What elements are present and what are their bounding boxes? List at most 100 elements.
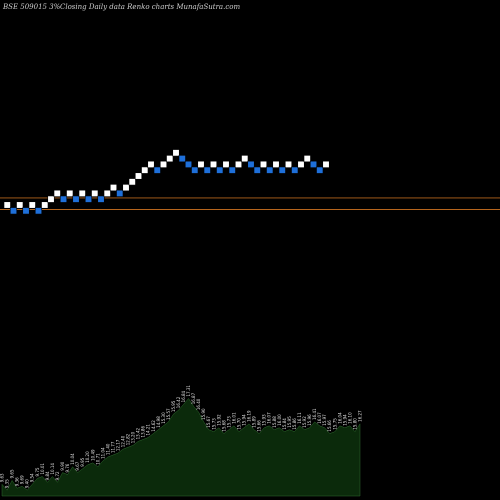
volume-label: 15.73 (211, 418, 216, 430)
volume-label: 9.84 (45, 471, 50, 480)
volume-label: 10.20 (85, 451, 90, 463)
renko-brick-up (172, 149, 180, 157)
volume-label: 15.66 (327, 420, 332, 432)
renko-brick-up (284, 160, 293, 168)
volume-label: 9.76 (65, 463, 70, 472)
renko-brick-up (41, 201, 49, 209)
volume-label: 15.94 (242, 414, 247, 426)
renko-brick-up (209, 160, 218, 168)
renko-brick-up (16, 201, 24, 209)
volume-label: 12.40 (121, 435, 126, 447)
renko-brick-up (222, 160, 230, 168)
volume-label: 16.27 (358, 410, 363, 422)
renko-brick-down (34, 207, 43, 215)
volume-label: 15.70 (236, 418, 241, 430)
volume-label: 15.67 (206, 416, 211, 428)
volume-label: 16.40 (196, 398, 201, 410)
volume-label: 15.80 (352, 418, 357, 430)
renko-brick-up (147, 160, 155, 168)
renko-brick-up (272, 160, 280, 168)
volume-label: 15.30 (161, 412, 166, 424)
volume-label: 15.68 (221, 420, 226, 432)
renko-brick-up (78, 189, 86, 197)
renko-brick-up (259, 160, 268, 168)
renko-brick-down (22, 207, 30, 215)
volume-label: 10.71 (95, 453, 100, 465)
volume-label: 12.17 (115, 439, 120, 451)
renko-brick-up (28, 201, 36, 209)
renko-brick-up (197, 160, 205, 168)
volume-label: 16.19 (247, 410, 252, 422)
renko-brick-down (228, 166, 236, 174)
volume-label: 9.75 (35, 467, 40, 476)
volume-label: 13.20 (131, 431, 136, 443)
renko-brick-down (316, 166, 324, 174)
volume-label: 9.90 (60, 461, 65, 470)
renko-brick-up (3, 201, 11, 209)
volume-label: 14.98 (156, 416, 161, 428)
renko-brick-up (128, 178, 136, 186)
volume-label: 10.14 (50, 463, 55, 475)
volume-label: 16.07 (267, 412, 272, 424)
renko-brick-up (134, 172, 143, 180)
volume-label: 14.62 (151, 420, 156, 432)
volume-label: 15.86 (292, 418, 297, 430)
volume-label: 11.04 (100, 447, 105, 459)
volume-label: 9.67 (75, 461, 80, 470)
volume-label: 10.49 (90, 449, 95, 461)
volume-label: 9.69 (20, 475, 25, 484)
volume-area (1, 398, 361, 497)
volume-label: 15.92 (302, 416, 307, 428)
volume-label: 9.35 (5, 479, 10, 488)
volume-label: 16.11 (297, 412, 302, 424)
renko-brick-up (66, 189, 74, 197)
volume-label: 12.82 (126, 433, 131, 445)
volume-label: 9.63 (0, 473, 5, 482)
volume-label: 15.84 (282, 418, 287, 430)
renko-brick-up (303, 155, 311, 163)
renko-brick-down (266, 166, 274, 174)
volume-label: 15.73 (226, 416, 231, 428)
volume-label: 16.84 (181, 390, 186, 402)
volume-label: 9.40 (25, 479, 30, 488)
volume-label: 16.42 (176, 396, 181, 408)
renko-brick-up (159, 160, 168, 168)
volume-label: 9.72 (55, 471, 60, 480)
renko-brick-down (178, 155, 186, 163)
volume-label: 9.65 (10, 469, 15, 478)
reference-lines (0, 197, 500, 210)
renko-brick-down (153, 166, 161, 174)
volume-label: 16.10 (347, 412, 352, 424)
renko-brick-down (203, 166, 211, 174)
volume-label: 15.96 (307, 414, 312, 426)
volume-label: 14.21 (146, 424, 151, 436)
renko-brick-down (184, 160, 193, 168)
chart-ticker: BSE 509015 3% (2, 3, 61, 11)
renko-brick-down (191, 166, 199, 174)
volume-fill (1, 398, 361, 497)
renko-brick-down (84, 195, 93, 203)
renko-brick-down (247, 160, 255, 168)
volume-label: 15.90 (201, 408, 206, 420)
renko-brick-down (216, 166, 224, 174)
volume-label: 9.95 (80, 457, 85, 466)
renko-brick-down (9, 207, 18, 215)
volume-label: 13.42 (136, 427, 141, 439)
renko-brick-up (47, 195, 55, 203)
renko-brick-down (278, 166, 286, 174)
renko-brick-up (53, 189, 61, 197)
volume-labels: 9.639.359.659.36 9.69 9.409.549.75 10.019.8… (0, 385, 363, 489)
renko-brick-down (97, 195, 105, 203)
volume-label: 13.86 (141, 426, 146, 438)
renko-brick-up (109, 184, 118, 192)
volume-label: 11.40 (105, 443, 110, 455)
chart-description: Closing Daily data Renko charts MunafaSu… (60, 3, 240, 11)
volume-label: 15.66 (257, 420, 262, 432)
volume-label: 15.93 (262, 414, 267, 426)
volume-label: 15.57 (166, 408, 171, 420)
volume-label: 15.94 (342, 414, 347, 426)
volume-label: 16.41 (312, 408, 317, 420)
volume-label: 15.88 (272, 416, 277, 428)
